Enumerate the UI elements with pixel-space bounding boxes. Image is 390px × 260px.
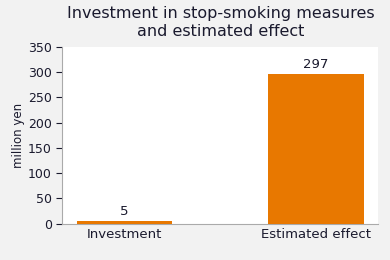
Title: Investment in stop-smoking measures
and estimated effect: Investment in stop-smoking measures and …: [67, 6, 374, 39]
Bar: [77, 221, 172, 224]
Text: 297: 297: [303, 57, 329, 70]
Y-axis label: million yen: million yen: [12, 103, 25, 168]
Bar: [268, 74, 364, 224]
Text: 5: 5: [121, 205, 129, 218]
